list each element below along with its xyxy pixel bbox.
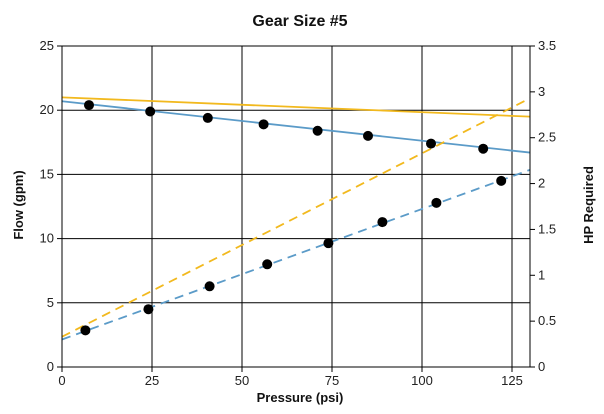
- y-tick-label: 20: [40, 102, 54, 117]
- chart-title: Gear Size #5: [252, 13, 347, 30]
- data-point: [377, 217, 388, 228]
- y2-tick-label: 3: [538, 84, 545, 99]
- data-point: [258, 119, 269, 130]
- y-tick-label: 0: [47, 359, 54, 374]
- data-point: [80, 325, 91, 336]
- y-tick-label: 5: [47, 295, 54, 310]
- y2-axis-ticks: 0 0.5 1 1.5 2 2.5 3 3.5: [530, 38, 556, 374]
- dashed-trend-line: [62, 97, 530, 338]
- y-tick-label: 10: [40, 231, 54, 246]
- data-point: [431, 197, 442, 208]
- x-tick-label: 25: [145, 373, 159, 388]
- data-point: [478, 143, 489, 154]
- data-point: [84, 100, 94, 111]
- x-tick-label: 100: [411, 373, 433, 388]
- data-point: [262, 259, 273, 270]
- x-axis-label: Pressure (psi): [257, 390, 344, 405]
- data-point: [312, 125, 323, 136]
- y-axis-ticks: 0 5 10 15 20 25: [40, 38, 62, 374]
- x-axis-ticks: 0 25 50 75 100 125: [58, 367, 523, 388]
- x-tick-label: 125: [501, 373, 523, 388]
- plot-lines: [62, 96, 530, 341]
- plot-points: [80, 100, 507, 336]
- y-axis-label: Flow (gpm): [11, 170, 26, 239]
- data-point: [323, 238, 334, 249]
- y-tick-label: 15: [40, 166, 54, 181]
- y-tick-label: 25: [40, 38, 54, 53]
- y2-tick-label: 0: [538, 359, 545, 374]
- y2-tick-label: 0.5: [538, 313, 556, 328]
- plot-frame: [61, 45, 531, 368]
- x-tick-label: 50: [235, 373, 249, 388]
- trend-line: [62, 96, 530, 118]
- data-point: [204, 281, 215, 292]
- data-point: [363, 130, 373, 141]
- data-point: [496, 175, 507, 186]
- x-tick-label: 75: [325, 373, 339, 388]
- data-point: [143, 304, 154, 315]
- data-point: [145, 106, 156, 117]
- grid: [61, 45, 530, 368]
- dashed-trend-line: [62, 168, 530, 341]
- y2-tick-label: 1: [538, 267, 545, 282]
- y2-tick-label: 2: [538, 176, 545, 191]
- data-point: [202, 112, 213, 123]
- y2-tick-label: 3.5: [538, 38, 556, 53]
- x-tick-label: 0: [58, 373, 65, 388]
- y2-tick-label: 1.5: [538, 221, 556, 236]
- y2-tick-label: 2.5: [538, 130, 556, 145]
- trend-line: [62, 100, 530, 154]
- data-point: [426, 138, 436, 149]
- y2-axis-label: HP Required: [581, 166, 596, 244]
